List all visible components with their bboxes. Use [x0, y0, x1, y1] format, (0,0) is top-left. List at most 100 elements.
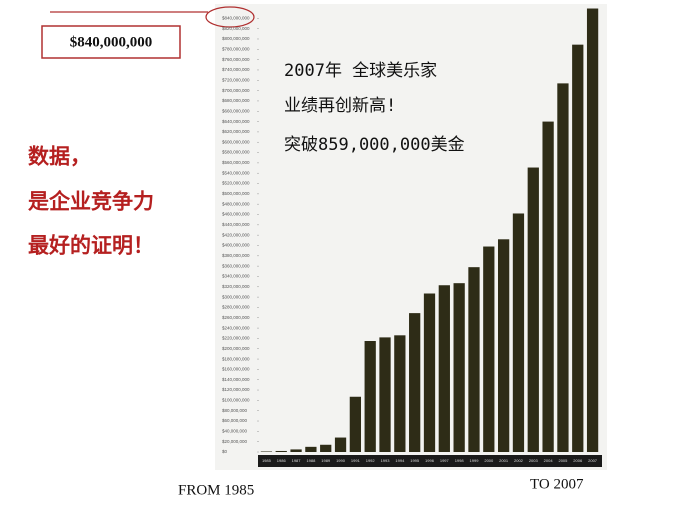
x-tick-label: 2006: [573, 458, 583, 463]
y-tick-label: $40,000,000: [222, 429, 248, 434]
bar: [542, 121, 554, 453]
y-tick-label: $280,000,000: [222, 305, 250, 310]
y-tick-label: $120,000,000: [222, 387, 250, 392]
y-tick-label: $140,000,000: [222, 377, 250, 382]
bar: [483, 246, 495, 452]
callout-text: $840,000,000: [70, 34, 153, 50]
bar: [423, 293, 436, 452]
y-tick-label: $740,000,000: [222, 67, 250, 72]
y-tick-label: $720,000,000: [222, 77, 250, 82]
y-tick-label: $480,000,000: [222, 201, 250, 206]
y-tick-label: $660,000,000: [222, 108, 250, 113]
bar: [334, 437, 347, 452]
bar: [394, 335, 406, 452]
y-tick-label: $300,000,000: [222, 294, 250, 299]
y-tick-label: $460,000,000: [222, 212, 250, 217]
y-tick-label: $400,000,000: [222, 243, 250, 248]
callout-box: [41, 25, 181, 59]
x-tick-label: 2004: [544, 458, 554, 463]
y-tick-label: $560,000,000: [222, 160, 250, 165]
y-tick-label: $680,000,000: [222, 98, 250, 103]
y-tick-label: $540,000,000: [222, 170, 250, 175]
x-tick-label: 1996: [425, 458, 435, 463]
x-tick-label: 1995: [410, 458, 420, 463]
bar: [275, 450, 287, 452]
y-tick-label: $700,000,000: [222, 88, 250, 93]
x-tick-label: 1989: [321, 458, 331, 463]
bar: [409, 313, 421, 452]
y-tick-label: $0: [222, 449, 228, 454]
y-tick-label: $640,000,000: [222, 119, 250, 124]
bar: [379, 337, 391, 452]
y-tick-label: $60,000,000: [222, 418, 248, 423]
bar: [557, 83, 569, 453]
y-tick-label: $80,000,000: [222, 408, 248, 413]
y-tick-label: $840,000,000: [222, 16, 250, 21]
x-tick-label: 1999: [470, 458, 480, 463]
bar: [527, 167, 539, 453]
x-tick-label: 1986: [277, 458, 287, 463]
y-tick-label: $500,000,000: [222, 191, 250, 196]
y-tick-label: $580,000,000: [222, 150, 250, 155]
x-tick-label: 1988: [306, 458, 316, 463]
y-tick-label: $260,000,000: [222, 315, 250, 320]
x-tick-label: 2003: [529, 458, 539, 463]
y-tick-label: $380,000,000: [222, 253, 250, 258]
headline: 突破859,000,000美金: [284, 135, 465, 155]
x-tick-label: 1997: [440, 458, 450, 463]
y-tick-label: $220,000,000: [222, 336, 250, 341]
headline: 业绩再创新高!: [284, 96, 396, 116]
x-tick-label: 2001: [499, 458, 509, 463]
x-tick-label: 1994: [395, 458, 405, 463]
x-tick-label: 1992: [366, 458, 376, 463]
y-tick-label: $240,000,000: [222, 325, 250, 330]
bar: [453, 283, 465, 452]
y-tick-label: $340,000,000: [222, 274, 250, 279]
bar: [260, 451, 273, 452]
x-tick-label: 1998: [455, 458, 465, 463]
bar: [290, 449, 302, 452]
y-tick-label: $520,000,000: [222, 181, 250, 186]
to-label: TO 2007: [530, 476, 584, 492]
x-tick-label: 2002: [514, 458, 524, 463]
x-tick-label: 2005: [558, 458, 568, 463]
x-tick-label: 1991: [351, 458, 361, 463]
callout-ring: [205, 6, 255, 28]
bar: [468, 267, 480, 452]
bar: [320, 444, 332, 452]
x-tick-label: 2007: [588, 458, 598, 463]
side-text: 数据，: [28, 144, 91, 169]
y-tick-label: $820,000,000: [222, 26, 250, 31]
from-label: FROM 1985: [178, 482, 254, 498]
side-text: 是企业竞争力: [28, 189, 154, 214]
y-tick-label: $320,000,000: [222, 284, 250, 289]
y-tick-label: $420,000,000: [222, 232, 250, 237]
x-tick-label: 1987: [292, 458, 302, 463]
y-tick-label: $180,000,000: [222, 356, 250, 361]
y-tick-label: $440,000,000: [222, 222, 250, 227]
bar: [438, 285, 450, 452]
bar: [364, 341, 376, 452]
bar: [497, 239, 510, 452]
x-tick-label: 1990: [336, 458, 346, 463]
x-tick-label: 1993: [381, 458, 391, 463]
bar: [349, 396, 362, 452]
y-tick-label: $760,000,000: [222, 57, 250, 62]
y-tick-label: $200,000,000: [222, 346, 250, 351]
x-strip: [258, 455, 602, 467]
y-tick-label: $160,000,000: [222, 367, 250, 372]
y-tick-label: $800,000,000: [222, 36, 250, 41]
bar: [512, 213, 525, 452]
bar: [305, 446, 317, 452]
y-tick-label: $600,000,000: [222, 139, 250, 144]
y-tick-label: $20,000,000: [222, 439, 248, 444]
x-tick-label: 2000: [484, 458, 494, 463]
y-tick-label: $780,000,000: [222, 46, 250, 51]
y-tick-label: $360,000,000: [222, 263, 250, 268]
x-tick-label: 1985: [262, 458, 272, 463]
side-text: 最好的证明！: [28, 233, 154, 258]
bar: [572, 44, 584, 452]
y-tick-label: $620,000,000: [222, 129, 250, 134]
bar: [586, 8, 599, 453]
